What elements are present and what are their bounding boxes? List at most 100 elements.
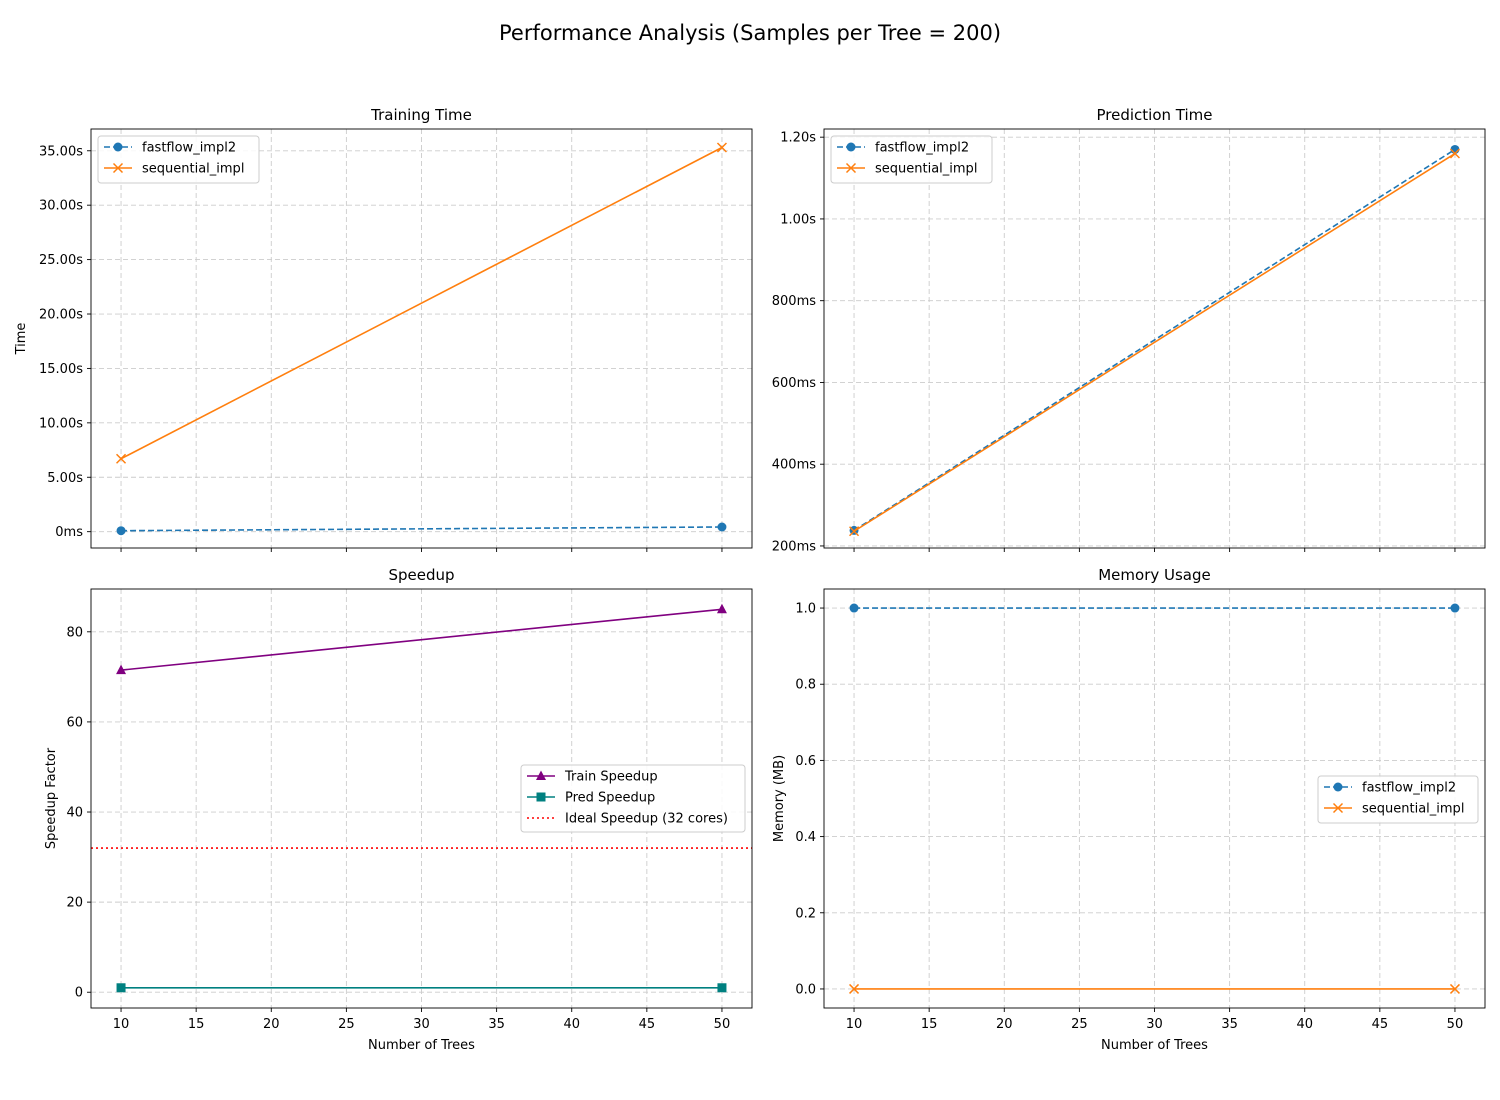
legend-label: sequential_impl bbox=[875, 162, 977, 177]
y-tick-label: 10.00s bbox=[39, 416, 83, 431]
data-point bbox=[717, 983, 727, 993]
y-tick-label: 0ms bbox=[55, 525, 83, 540]
x-tick-label: 30 bbox=[1146, 1017, 1163, 1032]
y-tick-label: 0.6 bbox=[795, 754, 816, 769]
x-tick-label: 25 bbox=[1071, 1017, 1088, 1032]
legend-label: sequential_impl bbox=[1362, 802, 1464, 817]
legend-marker bbox=[536, 792, 546, 802]
x-tick-label: 50 bbox=[714, 1017, 731, 1032]
x-tick-label: 15 bbox=[188, 1017, 205, 1032]
training-time-panel: Training Time Time 0ms 5.00s 10.00s 15.00s 2… bbox=[14, 106, 753, 552]
series-line-sequential-impl bbox=[853, 152, 1456, 532]
legend-marker bbox=[536, 770, 546, 780]
y-tick-label: 5.00s bbox=[47, 471, 83, 486]
x-tick-label: 20 bbox=[263, 1017, 280, 1032]
y-tick-label: 600ms bbox=[772, 376, 816, 391]
legend-label: fastflow_impl2 bbox=[142, 141, 236, 156]
legend-box bbox=[830, 135, 993, 184]
legend-label: Ideal Speedup (32 cores) bbox=[565, 812, 728, 827]
x-tick-label: 10 bbox=[113, 1017, 130, 1032]
x-tick-label: 50 bbox=[1447, 1017, 1464, 1032]
legend-box bbox=[520, 764, 746, 833]
y-tick-label: 0.4 bbox=[795, 830, 816, 845]
data-point bbox=[849, 526, 860, 537]
series-line-sequential-impl bbox=[120, 146, 723, 460]
legend: fastflow_impl2 sequential_impl bbox=[1317, 775, 1479, 824]
data-point bbox=[116, 453, 127, 464]
axes-frame bbox=[90, 588, 753, 1009]
data-point bbox=[116, 526, 126, 536]
panel-title: Prediction Time bbox=[1097, 106, 1213, 124]
data-point bbox=[1449, 148, 1460, 159]
x-axis-label: Number of Trees bbox=[368, 1038, 475, 1053]
x-tick-label: 30 bbox=[413, 1017, 430, 1032]
y-tick-label: 0 bbox=[75, 986, 83, 1001]
x-tick-label: 35 bbox=[488, 1017, 505, 1032]
y-tick-label: 25.00s bbox=[39, 253, 83, 268]
legend-box bbox=[1317, 775, 1479, 824]
legend-label: fastflow_impl2 bbox=[1362, 781, 1456, 796]
y-tick-label: 1.20s bbox=[780, 131, 816, 146]
legend-marker bbox=[112, 162, 124, 174]
x-tick-label: 40 bbox=[563, 1017, 580, 1032]
x-tick-label: 45 bbox=[639, 1017, 656, 1032]
prediction-time-panel: Prediction Time 200ms 400ms 600ms 800ms 1.00… bbox=[772, 106, 1486, 554]
y-axis-label: Memory (MB) bbox=[772, 755, 787, 842]
x-tick-label: 20 bbox=[996, 1017, 1013, 1032]
axes-frame bbox=[90, 128, 753, 549]
legend-label: Train Speedup bbox=[564, 770, 658, 785]
y-tick-label: 60 bbox=[66, 715, 83, 730]
series-line-fastflow-impl2 bbox=[853, 148, 1456, 532]
series-line-train-speedup bbox=[120, 608, 723, 671]
data-point bbox=[717, 522, 727, 532]
y-tick-label: 400ms bbox=[772, 458, 816, 473]
legend-marker bbox=[1333, 782, 1343, 792]
y-tick-label: 15.00s bbox=[39, 362, 83, 377]
y-tick-label: 20 bbox=[66, 896, 83, 911]
data-point bbox=[849, 603, 859, 613]
panel-title: Training Time bbox=[370, 106, 472, 124]
y-tick-label: 1.00s bbox=[780, 212, 816, 227]
y-tick-label: 40 bbox=[66, 806, 83, 821]
speedup-panel: Speedup Speedup Factor Number of Trees 1… bbox=[44, 566, 753, 1053]
legend-marker bbox=[845, 162, 857, 174]
data-point bbox=[116, 983, 126, 993]
y-axis-label: Time bbox=[14, 323, 29, 356]
legend: fastflow_impl2 sequential_impl bbox=[97, 135, 260, 184]
axes-frame bbox=[823, 588, 1486, 1009]
y-tick-label: 800ms bbox=[772, 294, 816, 309]
x-tick-label: 10 bbox=[846, 1017, 863, 1032]
x-tick-label: 35 bbox=[1221, 1017, 1238, 1032]
y-tick-label: 35.00s bbox=[39, 144, 83, 159]
legend-label: sequential_impl bbox=[142, 162, 244, 177]
y-axis-label: Speedup Factor bbox=[44, 747, 59, 849]
axes-frame bbox=[823, 128, 1486, 549]
x-tick-label: 45 bbox=[1372, 1017, 1389, 1032]
series-line-fastflow-impl2 bbox=[121, 526, 722, 532]
legend-label: fastflow_impl2 bbox=[875, 141, 969, 156]
x-tick-label: 40 bbox=[1296, 1017, 1313, 1032]
data-point bbox=[716, 603, 727, 614]
memory-usage-panel: Memory Usage Memory (MB) Number of Trees… bbox=[772, 566, 1486, 1053]
data-point bbox=[1450, 603, 1460, 613]
legend-box bbox=[97, 135, 260, 184]
panel-title: Speedup bbox=[388, 566, 454, 584]
data-point bbox=[849, 983, 860, 994]
figure-title: Performance Analysis (Samples per Tree =… bbox=[499, 21, 1001, 45]
y-tick-label: 20.00s bbox=[39, 308, 83, 323]
x-tick-label: 15 bbox=[921, 1017, 938, 1032]
x-axis-label: Number of Trees bbox=[1101, 1038, 1208, 1053]
data-point bbox=[1449, 983, 1460, 994]
y-tick-label: 200ms bbox=[772, 539, 816, 554]
y-tick-label: 0.8 bbox=[795, 678, 816, 693]
data-point bbox=[116, 664, 127, 675]
legend-marker bbox=[113, 142, 123, 152]
legend: Train Speedup Pred Speedup Ideal Speedup (… bbox=[520, 764, 746, 833]
y-tick-label: 30.00s bbox=[39, 199, 83, 214]
data-point bbox=[716, 142, 727, 153]
y-tick-label: 0.0 bbox=[795, 982, 816, 997]
legend: fastflow_impl2 sequential_impl bbox=[830, 135, 993, 184]
legend-marker bbox=[1332, 802, 1344, 814]
y-tick-label: 80 bbox=[66, 625, 83, 640]
